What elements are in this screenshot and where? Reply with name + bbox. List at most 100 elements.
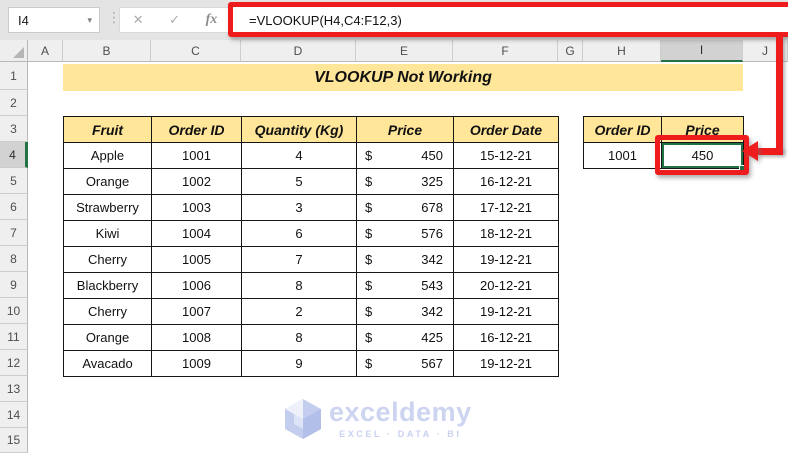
table-header-cell[interactable]: Order Date: [453, 116, 559, 143]
table-row: Kiwi 1004 6 $576 18-12-21: [63, 220, 559, 247]
cell-order-date[interactable]: 17-12-21: [453, 194, 559, 221]
cell-fruit[interactable]: Cherry: [63, 298, 152, 325]
cell-order-date[interactable]: 15-12-21: [453, 142, 559, 169]
cell-order-id[interactable]: 1004: [151, 220, 242, 247]
cell-price[interactable]: $342: [356, 298, 454, 325]
column-header-E[interactable]: E: [356, 40, 453, 62]
row-header-5[interactable]: 5: [0, 168, 28, 194]
column-header-C[interactable]: C: [151, 40, 241, 62]
cell-quantity[interactable]: 8: [241, 272, 357, 299]
cell-order-date[interactable]: 16-12-21: [453, 168, 559, 195]
select-all-corner[interactable]: [0, 40, 28, 62]
currency-symbol: $: [365, 330, 373, 345]
row-header-6[interactable]: 6: [0, 194, 28, 220]
column-header-B[interactable]: B: [63, 40, 151, 62]
row-header-14[interactable]: 14: [0, 402, 28, 428]
table-header-cell[interactable]: Quantity (Kg): [241, 116, 357, 143]
cell-order-id[interactable]: 1006: [151, 272, 242, 299]
cell-fruit[interactable]: Kiwi: [63, 220, 152, 247]
cell-quantity[interactable]: 3: [241, 194, 357, 221]
cell-order-date[interactable]: 19-12-21: [453, 350, 559, 377]
formula-buttons: ✕ ✓ fx: [119, 7, 231, 33]
insert-function-icon[interactable]: fx: [205, 12, 218, 27]
row-header-12[interactable]: 12: [0, 350, 28, 376]
column-header-A[interactable]: A: [28, 40, 63, 62]
column-header-F[interactable]: F: [453, 40, 558, 62]
row-header-8[interactable]: 8: [0, 246, 28, 272]
cell-quantity[interactable]: 6: [241, 220, 357, 247]
lookup-header-cell[interactable]: Order ID: [583, 116, 662, 143]
cell-order-date[interactable]: 19-12-21: [453, 246, 559, 273]
cell-price[interactable]: $576: [356, 220, 454, 247]
row-header-7[interactable]: 7: [0, 220, 28, 246]
price-accounting-format: $342: [358, 304, 453, 319]
cell-quantity[interactable]: 2: [241, 298, 357, 325]
price-value: 325: [421, 174, 443, 189]
lookup-table: Order ID Price 1001 450: [583, 116, 744, 169]
cell-quantity[interactable]: 5: [241, 168, 357, 195]
row-header-9[interactable]: 9: [0, 272, 28, 298]
cell-price[interactable]: $342: [356, 246, 454, 273]
cell-order-id[interactable]: 1007: [151, 298, 242, 325]
column-header-I[interactable]: I: [661, 40, 743, 62]
name-box-dropdown-icon[interactable]: ▾: [87, 14, 92, 25]
cell-quantity[interactable]: 4: [241, 142, 357, 169]
cell-order-id[interactable]: 1005: [151, 246, 242, 273]
formula-bar-row: I4 ▾ ⋮ ✕ ✓ fx =VLOOKUP(H4,C4:F12,3): [0, 0, 788, 40]
cell-price[interactable]: $678: [356, 194, 454, 221]
watermark-tagline: EXCEL · DATA · BI: [339, 429, 462, 439]
price-value: 576: [421, 226, 443, 241]
cell-order-id[interactable]: 1009: [151, 350, 242, 377]
cell-quantity[interactable]: 8: [241, 324, 357, 351]
lookup-order-id-cell[interactable]: 1001: [583, 142, 662, 169]
row-header-2[interactable]: 2: [0, 90, 28, 116]
cell-quantity[interactable]: 7: [241, 246, 357, 273]
cell-price[interactable]: $325: [356, 168, 454, 195]
cell-order-id[interactable]: 1001: [151, 142, 242, 169]
table-header-cell[interactable]: Price: [356, 116, 454, 143]
enter-icon[interactable]: ✓: [169, 12, 181, 27]
cell-fruit[interactable]: Apple: [63, 142, 152, 169]
cell-order-date[interactable]: 18-12-21: [453, 220, 559, 247]
cancel-icon[interactable]: ✕: [132, 12, 144, 27]
column-header-H[interactable]: H: [583, 40, 661, 62]
row-header-13[interactable]: 13: [0, 376, 28, 402]
formula-highlight-box: [228, 2, 788, 37]
cell-order-date[interactable]: 20-12-21: [453, 272, 559, 299]
cell-fruit[interactable]: Blackberry: [63, 272, 152, 299]
result-highlight-box: [655, 135, 749, 175]
name-box[interactable]: I4 ▾: [8, 7, 100, 33]
cell-order-id[interactable]: 1008: [151, 324, 242, 351]
row-header-10[interactable]: 10: [0, 298, 28, 324]
cell-order-id[interactable]: 1003: [151, 194, 242, 221]
table-header-cell[interactable]: Order ID: [151, 116, 242, 143]
column-header-D[interactable]: D: [241, 40, 356, 62]
row-header-3[interactable]: 3: [0, 116, 28, 142]
cell-price[interactable]: $450: [356, 142, 454, 169]
lookup-price-result-cell[interactable]: 450: [661, 142, 744, 169]
currency-symbol: $: [365, 356, 373, 371]
price-accounting-format: $678: [358, 200, 453, 215]
cell-fruit[interactable]: Cherry: [63, 246, 152, 273]
annotation-arrowhead-icon: [742, 141, 758, 161]
column-header-G[interactable]: G: [558, 40, 583, 62]
cell-fruit[interactable]: Strawberry: [63, 194, 152, 221]
cell-order-date[interactable]: 16-12-21: [453, 324, 559, 351]
formula-input[interactable]: =VLOOKUP(H4,C4:F12,3): [232, 7, 788, 33]
cell-order-id[interactable]: 1002: [151, 168, 242, 195]
cell-order-date[interactable]: 19-12-21: [453, 298, 559, 325]
row-header-1[interactable]: 1: [0, 62, 28, 90]
cell-price[interactable]: $543: [356, 272, 454, 299]
table-header-cell[interactable]: Fruit: [63, 116, 152, 143]
currency-symbol: $: [365, 304, 373, 319]
cell-quantity[interactable]: 9: [241, 350, 357, 377]
cell-fruit[interactable]: Orange: [63, 168, 152, 195]
cell-price[interactable]: $567: [356, 350, 454, 377]
cell-fruit[interactable]: Orange: [63, 324, 152, 351]
row-header-11[interactable]: 11: [0, 324, 28, 350]
cell-fruit[interactable]: Avacado: [63, 350, 152, 377]
row-header-4[interactable]: 4: [0, 142, 28, 168]
title-banner[interactable]: VLOOKUP Not Working: [63, 64, 743, 91]
cell-price[interactable]: $425: [356, 324, 454, 351]
row-header-15[interactable]: 15: [0, 428, 28, 453]
